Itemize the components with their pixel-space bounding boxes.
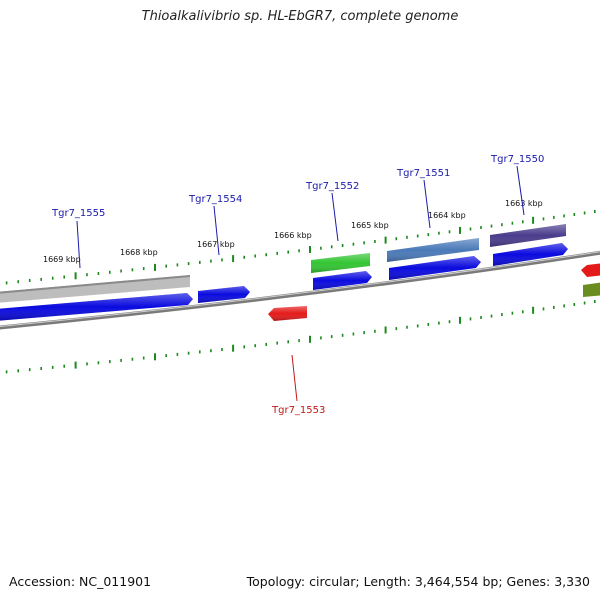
leader-tgr7-1554 <box>213 205 220 256</box>
gene-tgr7-1550-purple-shade <box>490 224 566 247</box>
cds-tgr7-1555-shade <box>0 293 193 321</box>
cds-tgr7-1552-shade <box>313 271 372 290</box>
kbp-label-1664: 1664 kbp <box>428 211 466 220</box>
kbp-label-1668: 1668 kbp <box>120 248 158 257</box>
topology-text: Topology: circular; Length: 3,464,554 bp… <box>246 574 590 589</box>
gene-tgr7-1552-green-shade <box>311 253 370 273</box>
gene-label-tgr7-1552[interactable]: Tgr7_1552 <box>305 181 359 192</box>
leader-tgr7-1552 <box>331 192 339 242</box>
cds-tgr7-1553-shade <box>268 306 307 321</box>
gene-label-tgr7-1553[interactable]: Tgr7_1553 <box>271 405 325 416</box>
upper-scale-ticks <box>5 210 596 285</box>
gene-label-tgr7-1550[interactable]: Tgr7_1550 <box>490 154 544 165</box>
map-title: Thioalkalivibrio sp. HL-EbGR7, complete … <box>141 9 459 24</box>
cds-tgr7-1554-shade <box>198 286 250 303</box>
leader-tgr7-1551 <box>423 179 431 229</box>
gene-label-tgr7-1555[interactable]: Tgr7_1555 <box>51 208 105 219</box>
gene-label-tgr7-1551[interactable]: Tgr7_1551 <box>396 168 450 179</box>
kbp-label-1667: 1667 kbp <box>197 240 235 249</box>
lower-scale-ticks <box>5 300 596 374</box>
kbp-label-1666: 1666 kbp <box>274 231 312 240</box>
cds-tgr7-1550-shade <box>493 243 568 266</box>
gene-label-tgr7-1554[interactable]: Tgr7_1554 <box>188 194 242 205</box>
leader-tgr7-1555 <box>76 220 81 269</box>
leader-tgr7-1550 <box>516 165 525 216</box>
gene-tgr7-1551-steelblue-shade <box>387 238 479 262</box>
accession-text: Accession: NC_011901 <box>9 574 152 589</box>
gene-tgr7-1555-grey[interactable] <box>0 275 190 303</box>
cds-tgr7-1551-shade <box>389 256 481 280</box>
kbp-label-1669: 1669 kbp <box>43 255 81 264</box>
genome-backbone-highlight <box>0 251 600 328</box>
gene-tgr7-1555-grey-edge <box>0 275 190 294</box>
gene-olive-partial[interactable] <box>583 282 600 297</box>
cds-red-partial[interactable] <box>581 263 600 277</box>
kbp-label-1663: 1663 kbp <box>505 199 543 208</box>
genome-backbone <box>0 250 600 330</box>
kbp-label-1665: 1665 kbp <box>351 221 389 230</box>
leader-tgr7-1553 <box>291 354 298 402</box>
